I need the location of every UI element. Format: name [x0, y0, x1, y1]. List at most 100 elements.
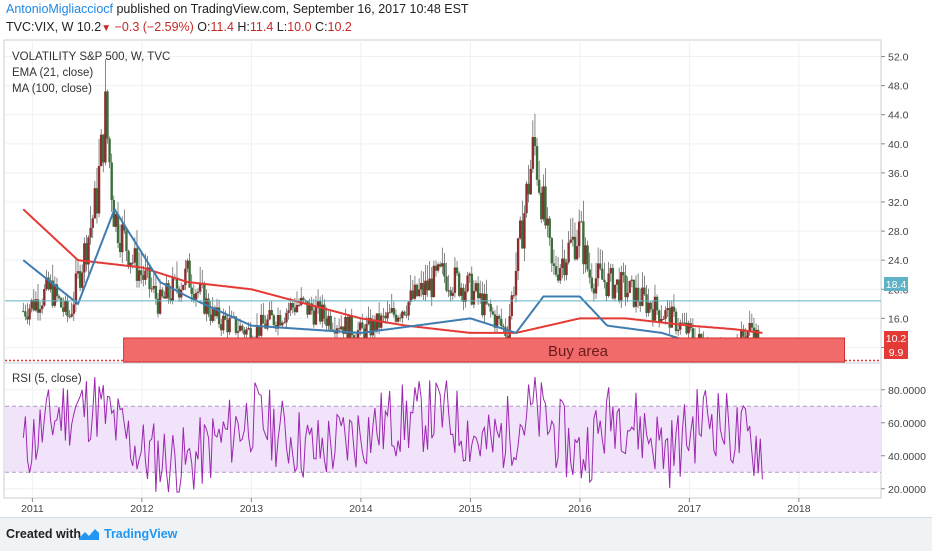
candle-body [327, 315, 330, 326]
symbol-label[interactable]: TVC:VIX, W [6, 20, 74, 34]
candle-body [609, 267, 612, 274]
candle-body [415, 284, 419, 296]
high-label: H: [237, 20, 250, 34]
candle-body [361, 322, 364, 329]
candle-body [106, 91, 109, 139]
candle-body [371, 319, 375, 336]
time-axis[interactable]: 2011 2012 2013 2014 2015 2016 2017 2018 [21, 498, 811, 515]
candle-body [550, 238, 553, 264]
publish-text: published on TradingView.com, September … [113, 2, 469, 16]
author-link[interactable]: AntonioMigliacciocf [6, 2, 113, 16]
candle-body [262, 314, 265, 324]
candle-body [342, 326, 345, 334]
candle-body [308, 303, 311, 315]
candle-body [316, 300, 320, 308]
candle-body [226, 319, 229, 333]
buy-area-label: Buy area [548, 343, 609, 360]
candle-body [186, 260, 189, 269]
candle-body [611, 267, 615, 299]
buy-area-box[interactable] [123, 337, 845, 363]
time-tick-label: 2016 [568, 503, 592, 515]
main-legend-title: VOLATILITY S&P 500, W, TVC [12, 51, 170, 63]
candle-body [533, 137, 537, 147]
candle-body [649, 302, 652, 310]
candle-body [666, 308, 669, 311]
candle-body [89, 227, 92, 238]
candle-body [367, 317, 370, 324]
candle-body [617, 279, 621, 302]
candle-body [577, 221, 581, 247]
candle-body [525, 183, 528, 214]
price-tick-label: 48.0 [888, 81, 909, 93]
candle-body [407, 301, 410, 316]
price-tick-label: 44.0 [888, 110, 909, 122]
candle-body [643, 287, 646, 295]
candle-body [194, 293, 198, 301]
candle-body [121, 224, 124, 253]
candle-body [51, 280, 54, 306]
ema-legend[interactable]: EMA (21, close) [12, 67, 93, 79]
candle-body [681, 322, 684, 324]
price-axis[interactable]: 12.016.020.024.028.032.036.040.044.048.0… [881, 52, 909, 355]
time-tick-label: 2011 [21, 503, 44, 515]
candle-body [428, 278, 431, 291]
candle-body [588, 269, 591, 278]
candle-body [605, 282, 608, 297]
candle-body [49, 280, 52, 290]
candle-body [45, 277, 48, 289]
candles-group [22, 59, 764, 361]
candle-body [57, 296, 61, 299]
candle-body [133, 248, 137, 263]
candle-body [215, 307, 219, 317]
candle-body [655, 296, 659, 311]
candle-body [531, 137, 535, 169]
candle-body [190, 287, 193, 295]
candle-body [552, 263, 556, 267]
candle-body [76, 271, 80, 274]
candle-body [521, 220, 524, 249]
candle-body [462, 287, 465, 302]
candle-body [249, 328, 252, 344]
candle-body [660, 319, 663, 322]
candle-body [68, 316, 71, 318]
candle-body [238, 325, 242, 332]
candle-body [388, 312, 391, 314]
candle-body [430, 278, 433, 298]
candle-body [247, 328, 250, 330]
candle-body [310, 303, 313, 311]
candle-body [270, 310, 273, 316]
ma-legend[interactable]: MA (100, close) [12, 83, 92, 95]
rsi-axis[interactable]: 20.0000 40.0000 60.0000 80.0000 [881, 385, 926, 496]
candle-body [312, 310, 316, 325]
candle-body [102, 134, 105, 163]
candle-body [257, 325, 261, 336]
candle-body [321, 304, 324, 322]
candle-body [169, 298, 172, 301]
candle-body [544, 186, 547, 226]
candle-body [409, 290, 412, 302]
candle-body [508, 316, 511, 338]
candle-body [131, 262, 134, 264]
candle-body [175, 277, 179, 289]
candle-body [664, 310, 667, 319]
candle-body [344, 317, 347, 334]
candle-body [417, 289, 421, 296]
price-tag-9-9: 9.9 [884, 345, 908, 359]
candle-body [453, 267, 457, 293]
rsi-tick-label: 60.0000 [888, 418, 926, 430]
candle-body [573, 236, 577, 260]
candle-body [167, 283, 170, 299]
price-tick-label: 36.0 [888, 168, 909, 180]
tradingview-brand-link[interactable]: TradingView [104, 527, 178, 541]
candle-body [53, 284, 57, 306]
candle-body [601, 268, 604, 280]
candle-body [599, 263, 602, 269]
rsi-legend[interactable]: RSI (5, close) [12, 373, 82, 385]
candle-body [285, 312, 288, 323]
candle-body [582, 221, 585, 265]
price-tick-label: 28.0 [888, 226, 909, 238]
candle-body [245, 329, 248, 335]
candle-body [445, 276, 448, 291]
tradingview-logo-icon[interactable] [78, 527, 100, 546]
